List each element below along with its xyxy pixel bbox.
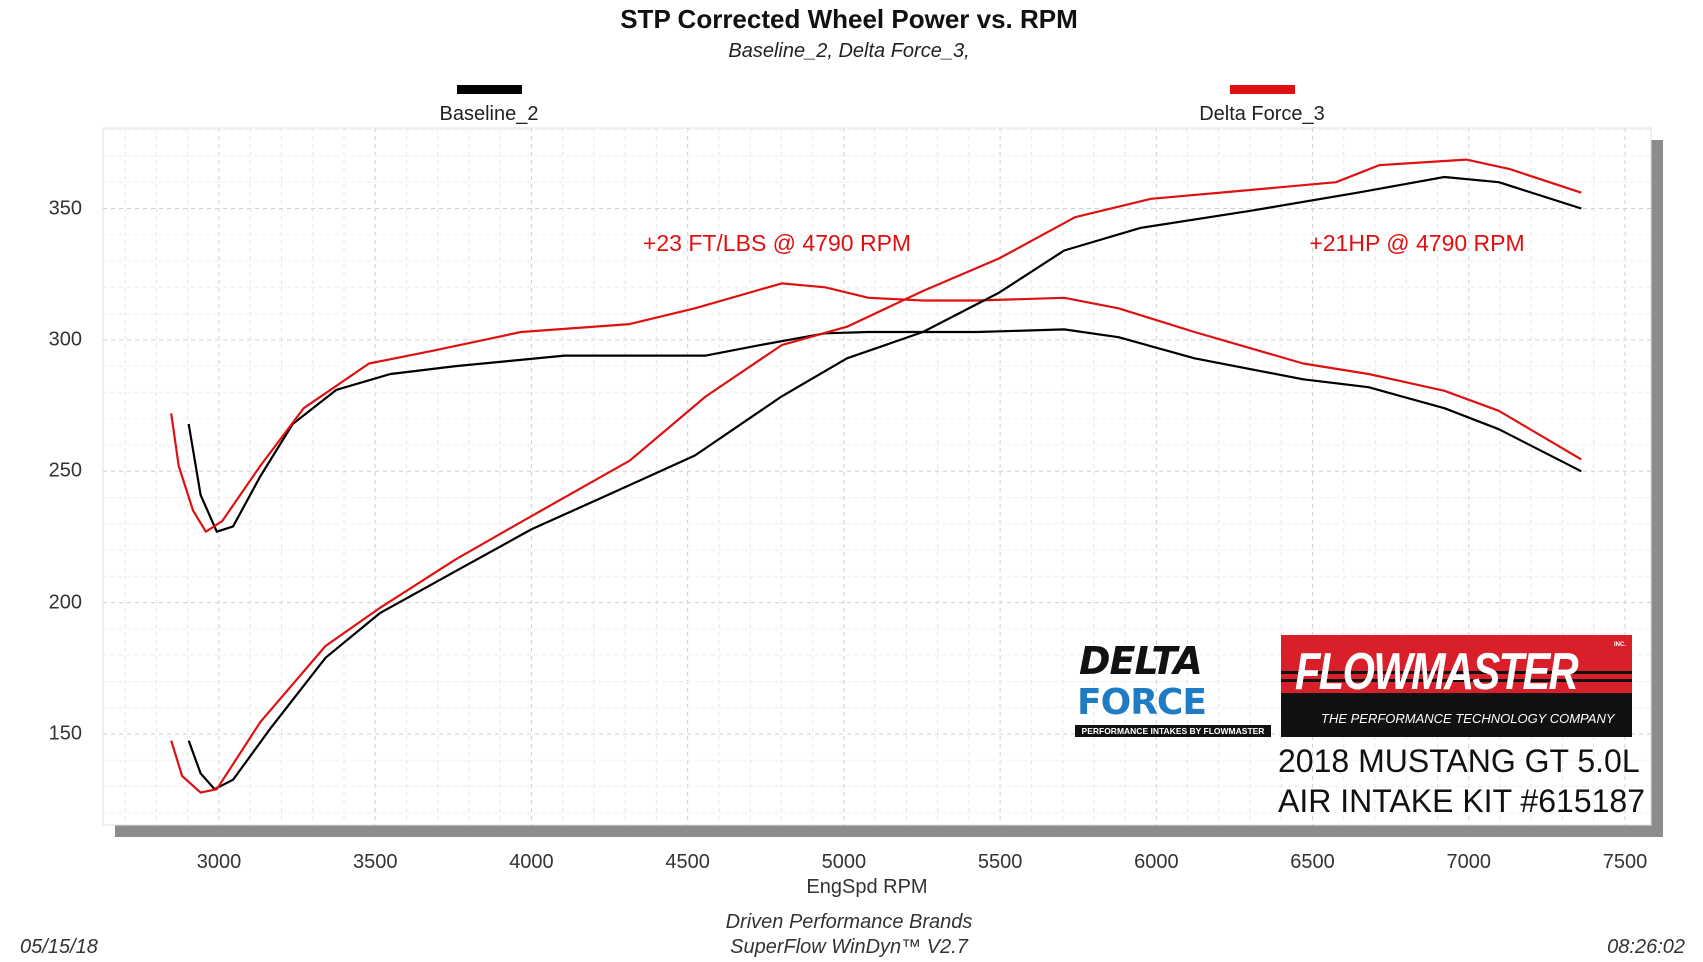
legend-swatch-baseline: [457, 85, 522, 94]
flowmaster-wordmark: FLOWMASTER: [1295, 643, 1579, 701]
x-tick-label: 5500: [977, 851, 1023, 873]
x-tick-label: 3500: [352, 851, 398, 873]
y-tick-label: 250: [48, 459, 82, 482]
footer-software: SuperFlow WinDyn™ V2.7: [730, 936, 968, 958]
series-line-power-baseline: [187, 175, 1582, 791]
legend-label-baseline: Baseline_2: [439, 103, 539, 125]
x-tick-label: 4500: [665, 851, 710, 873]
vehicle-line1: 2018 MUSTANG GT 5.0L: [1278, 743, 1640, 779]
delta-force-logo: DELTA FORCE PERFORMANCE INTAKES BY FLOWM…: [1075, 641, 1271, 737]
footer-date: 05/15/18: [20, 936, 98, 958]
series-line-torque-baseline: [187, 328, 1582, 533]
legend-swatch-delta-force: [1230, 85, 1295, 94]
chart-subtitle: Baseline_2, Delta Force_3,: [728, 40, 970, 62]
footer-company: Driven Performance Brands: [725, 911, 973, 933]
x-axis-label: EngSpd RPM: [806, 876, 928, 898]
torque-gain-annotation: +23 FT/LBS @ 4790 RPM: [642, 230, 912, 256]
y-tick-label: 150: [48, 722, 82, 745]
hp-gain-annotation: +21HP @ 4790 RPM: [1309, 230, 1525, 256]
x-tick-label: 6000: [1134, 851, 1179, 873]
flowmaster-inc: INC.: [1614, 642, 1626, 648]
y-tick-label: 200: [48, 591, 82, 614]
vehicle-line2: AIR INTAKE KIT #615187: [1278, 783, 1645, 819]
x-tick-label: 6500: [1290, 851, 1335, 873]
flowmaster-logo: FLOWMASTER INC. THE PERFORMANCE TECHNOLO…: [1281, 635, 1632, 737]
flowmaster-tagline: THE PERFORMANCE TECHNOLOGY COMPANY: [1321, 711, 1615, 726]
delta-force-logo-line1: DELTA: [1079, 641, 1202, 681]
x-tick-label: 3000: [196, 851, 242, 873]
x-tick-label: 7500: [1602, 851, 1648, 873]
delta-force-tagline: PERFORMANCE INTAKES BY FLOWMASTER: [1075, 725, 1271, 737]
y-tick-label: 300: [48, 328, 82, 351]
legend-label-delta-force: Delta Force_3: [1199, 103, 1325, 125]
delta-force-logo-line2: FORCE: [1077, 683, 1206, 723]
y-tick-label: 350: [48, 197, 82, 219]
x-tick-label: 5000: [821, 851, 867, 873]
series-line-torque-delta-force: [170, 282, 1582, 533]
footer-time: 08:26:02: [1607, 936, 1685, 958]
chart-title: STP Corrected Wheel Power vs. RPM: [620, 4, 1078, 34]
x-tick-label: 4000: [509, 851, 554, 873]
series-line-power-delta-force: [170, 158, 1582, 794]
x-tick-label: 7000: [1446, 851, 1492, 873]
